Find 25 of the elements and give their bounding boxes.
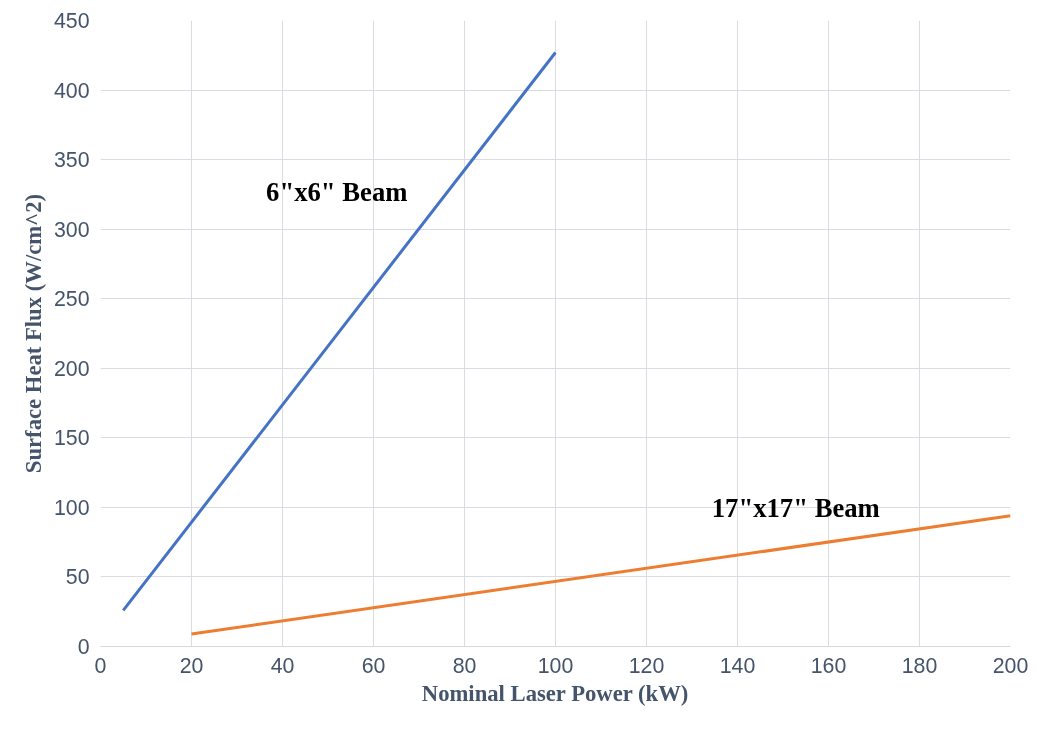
x-tick-label: 140	[719, 653, 756, 678]
y-tick-label: 350	[53, 148, 90, 173]
x-tick-label: 20	[179, 653, 204, 678]
x-tick-label: 80	[452, 653, 477, 678]
y-tick-label: 100	[53, 495, 90, 520]
x-tick-label: 120	[628, 653, 665, 678]
y-tick-label: 400	[53, 78, 90, 103]
y-tick-label: 0	[77, 635, 90, 659]
x-tick-label: 40	[270, 653, 295, 678]
y-tick-label: 150	[53, 426, 90, 451]
x-axis-title: Nominal Laser Power (kW)	[421, 680, 689, 706]
x-tick-label: 0	[94, 653, 107, 678]
series-label: 17"x17" Beam	[711, 493, 880, 524]
x-tick-label: 200	[992, 653, 1029, 678]
y-tick-label: 300	[53, 217, 90, 242]
y-axis-title: Surface Heat Flux (W/cm^2)	[20, 193, 46, 474]
x-tick-label: 100	[537, 653, 574, 678]
y-tick-label: 450	[53, 9, 90, 33]
y-tick-label: 200	[53, 356, 90, 381]
x-tick-label: 180	[901, 653, 938, 678]
y-tick-label: 50	[65, 565, 90, 590]
x-tick-label: 60	[361, 653, 386, 678]
x-tick-label: 160	[810, 653, 847, 678]
series-label: 6"x6" Beam	[266, 176, 408, 207]
y-tick-label: 250	[53, 287, 90, 312]
